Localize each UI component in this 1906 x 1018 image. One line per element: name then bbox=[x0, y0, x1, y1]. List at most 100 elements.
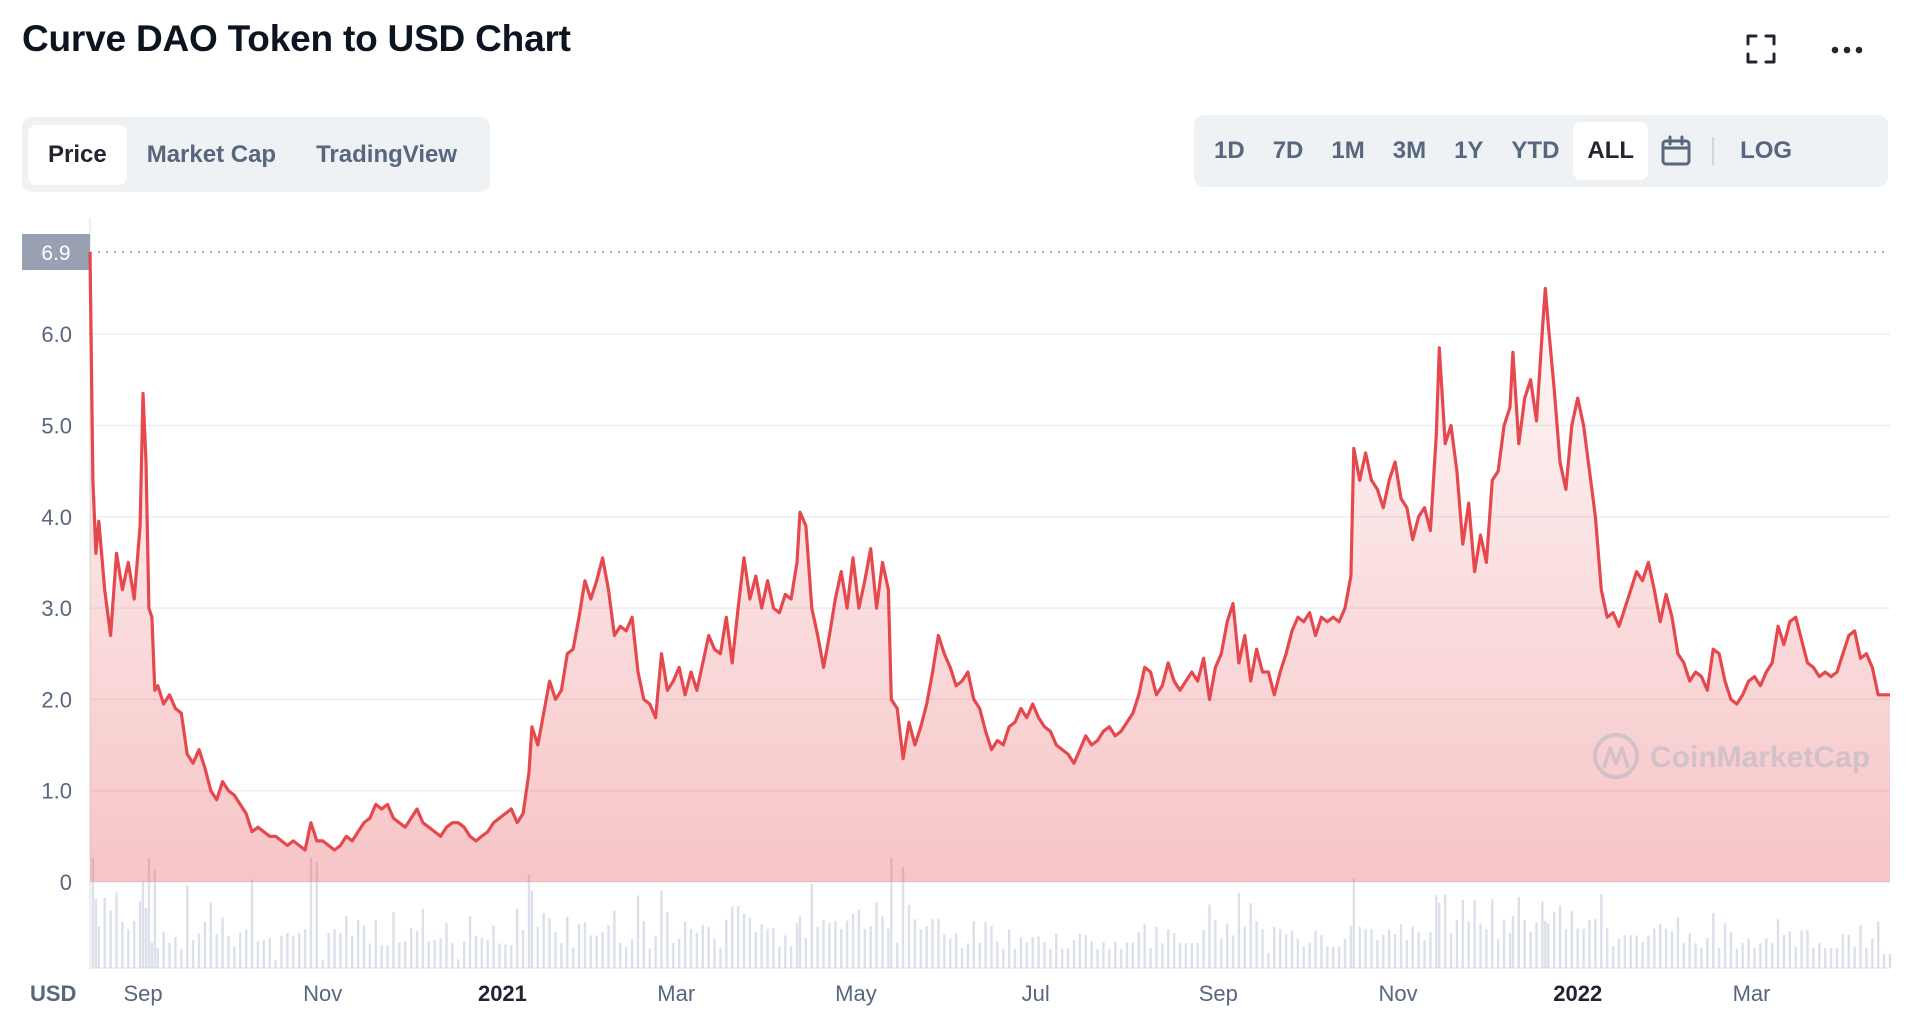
volume-bar bbox=[1496, 939, 1500, 968]
volume-bar bbox=[642, 921, 646, 968]
volume-bar bbox=[1455, 919, 1459, 968]
volume-bar bbox=[1343, 939, 1347, 968]
volume-bar bbox=[468, 916, 472, 968]
volume-bar bbox=[1055, 934, 1058, 968]
volume-bar bbox=[321, 960, 324, 968]
volume-bar bbox=[1314, 930, 1317, 968]
x-tick-label: May bbox=[835, 981, 877, 1006]
volume-bar bbox=[221, 917, 224, 968]
volume-bar bbox=[1508, 932, 1512, 968]
volume-bar bbox=[392, 912, 395, 968]
volume-bar bbox=[707, 926, 710, 968]
volume-bar bbox=[1149, 948, 1152, 968]
volume-bar bbox=[1131, 942, 1135, 968]
volume-bar bbox=[1429, 932, 1432, 968]
volume-bar bbox=[1829, 948, 1833, 968]
volume-bar bbox=[701, 924, 704, 968]
volume-bar bbox=[1806, 929, 1809, 968]
volume-bar bbox=[1570, 911, 1574, 968]
volume-bar bbox=[132, 921, 136, 968]
volume-bar bbox=[327, 932, 330, 968]
range-7d[interactable]: 7D bbox=[1272, 137, 1304, 164]
volume-bar bbox=[1753, 948, 1756, 968]
range-3m[interactable]: 3M bbox=[1392, 137, 1427, 164]
volume-bar bbox=[203, 921, 207, 968]
range-1d[interactable]: 1D bbox=[1214, 137, 1245, 164]
volume-bar bbox=[875, 902, 878, 968]
volume-bar bbox=[742, 913, 746, 968]
volume-bar bbox=[150, 942, 154, 968]
volume-bar bbox=[345, 916, 348, 968]
volume-bar bbox=[1255, 921, 1258, 968]
volume-bar bbox=[262, 939, 266, 968]
volume-bar bbox=[527, 874, 531, 968]
tab-tradingview[interactable]: TradingView bbox=[316, 140, 458, 168]
coinmarketcap-logo-icon bbox=[1593, 733, 1639, 779]
volume-bar bbox=[1623, 935, 1627, 968]
volume-bar bbox=[1387, 929, 1391, 968]
volume-bar bbox=[1125, 942, 1129, 968]
volume-bar bbox=[1818, 943, 1821, 968]
volume-bar bbox=[869, 926, 872, 968]
volume-bar bbox=[1243, 926, 1247, 968]
expand-icon[interactable] bbox=[1746, 34, 1776, 64]
volume-bar bbox=[1358, 926, 1361, 968]
volume-bar bbox=[1841, 934, 1845, 968]
volume-bar bbox=[1688, 933, 1691, 968]
volume-bar bbox=[1682, 943, 1685, 968]
chart-type-tabs: Price Market Cap TradingView bbox=[22, 117, 490, 192]
volume-bar bbox=[380, 945, 383, 968]
volume-bar bbox=[350, 935, 354, 968]
volume-bar bbox=[1770, 943, 1774, 968]
volume-bar bbox=[153, 869, 157, 968]
volume-bar bbox=[583, 922, 587, 968]
volume-bar bbox=[1349, 925, 1353, 968]
log-toggle[interactable]: LOG bbox=[1740, 137, 1793, 164]
volume-bar bbox=[1823, 948, 1827, 968]
volume-bar bbox=[834, 921, 837, 968]
range-1y[interactable]: 1Y bbox=[1454, 137, 1484, 164]
volume-bar bbox=[280, 935, 283, 968]
volume-bar bbox=[445, 922, 448, 968]
volume-bar bbox=[1284, 934, 1288, 968]
volume-bar bbox=[798, 915, 802, 968]
volume-bar bbox=[949, 938, 952, 968]
volume-bar bbox=[990, 925, 993, 968]
volume-bar bbox=[1019, 937, 1023, 968]
volume-bar bbox=[492, 925, 495, 968]
tab-price[interactable]: Price bbox=[28, 124, 127, 185]
volume-bar bbox=[498, 943, 501, 968]
volume-bar bbox=[115, 892, 118, 968]
volume-bar bbox=[978, 942, 981, 968]
volume-bar bbox=[1290, 931, 1294, 968]
volume-bar bbox=[1847, 934, 1850, 968]
volume-bar bbox=[1108, 948, 1111, 968]
volume-bar bbox=[1043, 942, 1046, 968]
max-price-label: 6.9 bbox=[41, 242, 70, 265]
volume-bar bbox=[816, 926, 819, 968]
volume-bar bbox=[954, 932, 958, 968]
volume-bar bbox=[94, 898, 98, 968]
calendar-button[interactable] bbox=[1648, 122, 1704, 180]
tab-market-cap[interactable]: Market Cap bbox=[146, 140, 277, 168]
volume-bar bbox=[1535, 922, 1538, 968]
range-1m[interactable]: 1M bbox=[1331, 137, 1365, 164]
volume-bar bbox=[857, 909, 861, 968]
volume-bar bbox=[256, 941, 260, 968]
range-all[interactable]: ALL bbox=[1573, 122, 1649, 180]
volume-bar bbox=[1308, 942, 1311, 968]
volume-bar bbox=[504, 944, 507, 968]
volume-bar bbox=[1653, 928, 1656, 968]
volume-bar bbox=[439, 938, 442, 968]
volume-bar bbox=[156, 948, 159, 968]
more-dots-icon[interactable] bbox=[1830, 34, 1864, 64]
volume-bar bbox=[1853, 947, 1856, 968]
volume-bar bbox=[613, 910, 616, 968]
volume-bar bbox=[1617, 939, 1621, 968]
volume-bar bbox=[689, 928, 693, 968]
range-ytd[interactable]: YTD bbox=[1511, 137, 1560, 164]
volume-bar bbox=[554, 932, 557, 968]
volume-bar bbox=[274, 960, 277, 968]
x-tick-label: Nov bbox=[1378, 981, 1417, 1006]
